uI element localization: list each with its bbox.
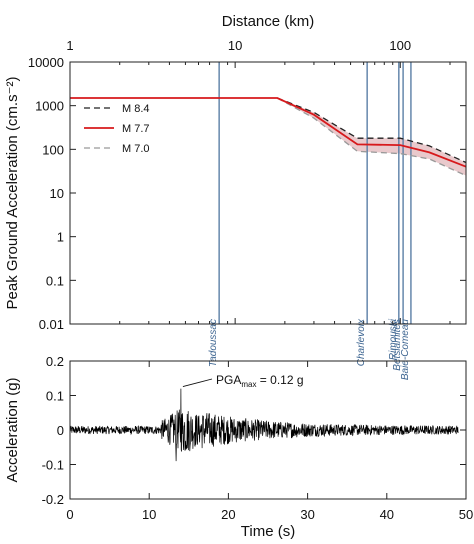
legend-label: M 7.7 — [122, 123, 150, 135]
top-x-ticks: 1 10 100 — [66, 38, 451, 324]
attenuation-series — [70, 97, 467, 177]
bottom-x-tick-label: 40 — [380, 507, 394, 522]
series-line — [70, 97, 467, 168]
location-label: Tadoussac — [208, 319, 219, 367]
top-y-tick-label: 10 — [50, 186, 64, 201]
top-x-tick-label: 10 — [228, 38, 242, 53]
top-y-axis-title: Peak Ground Acceleration (cm.s⁻²) — [4, 76, 21, 309]
top-y-tick-label: 0.01 — [39, 317, 64, 332]
top-y-tick-label: 1 — [57, 230, 64, 245]
bottom-y-tick-label: -0.2 — [42, 492, 64, 507]
annotation-leader — [182, 378, 213, 388]
top-x-tick-label: 100 — [389, 38, 411, 53]
top-x-tick-label: 1 — [66, 38, 73, 53]
pga-chart: Distance (km) 1 10 100 Peak Ground Acceler… — [4, 13, 467, 381]
location-lines: Tadoussac Charlevoix RimouskiBetsiamitesBa… — [208, 62, 412, 381]
series-line — [277, 97, 467, 164]
annotation-label: PGAmax = 0.12 g — [216, 373, 304, 389]
accelerogram-chart: -0.2 -0.1 0 0.1 0.2 0 10 20 30 40 50 PGAmax = 0.1… — [4, 354, 473, 540]
accelerogram-trace — [69, 388, 459, 462]
legend: M 8.4 M 7.7 M 7.0 — [84, 103, 150, 155]
top-y-tick-label: 10000 — [28, 55, 64, 70]
top-x-axis-title: Distance (km) — [222, 13, 315, 30]
bottom-plot-frame — [69, 360, 467, 500]
bottom-y-tick-label: 0.1 — [46, 389, 64, 404]
bottom-y-tick-label: 0.2 — [46, 354, 64, 369]
bottom-x-tick-label: 30 — [300, 507, 314, 522]
location-label: Charlevoix — [356, 318, 367, 366]
location-label: Betsiamites — [392, 319, 403, 371]
legend-label: M 7.0 — [122, 143, 150, 155]
bottom-x-tick-label: 0 — [66, 507, 73, 522]
bottom-x-tick-label: 50 — [459, 507, 473, 522]
bottom-x-tick-label: 10 — [142, 507, 156, 522]
legend-label: M 8.4 — [122, 103, 150, 115]
top-y-tick-label: 0.1 — [46, 273, 64, 288]
uncertainty-band — [277, 98, 466, 176]
series-line — [276, 97, 467, 177]
bottom-y-tick-label: -0.1 — [42, 458, 64, 473]
pga-annotation: PGAmax = 0.12 g — [182, 373, 304, 389]
distance-band — [277, 98, 466, 176]
bottom-y-axis-title: Acceleration (g) — [4, 377, 21, 482]
location-label: Rimouski — [388, 318, 399, 360]
top-y-tick-label: 100 — [42, 142, 64, 157]
bottom-y-tick-label: 0 — [57, 423, 64, 438]
location-label: Baie-Comeau — [400, 319, 411, 381]
accelerogram-line — [69, 388, 459, 462]
bottom-x-axis-title: Time (s) — [241, 523, 295, 540]
bottom-y-ticks: -0.2 -0.1 0 0.1 0.2 — [42, 354, 466, 507]
top-y-ticks: 0.01 0.1 1 10 100 1000 10000 — [28, 55, 466, 332]
bottom-x-tick-label: 20 — [221, 507, 235, 522]
top-plot-frame — [69, 61, 467, 325]
top-y-tick-label: 1000 — [35, 99, 64, 114]
